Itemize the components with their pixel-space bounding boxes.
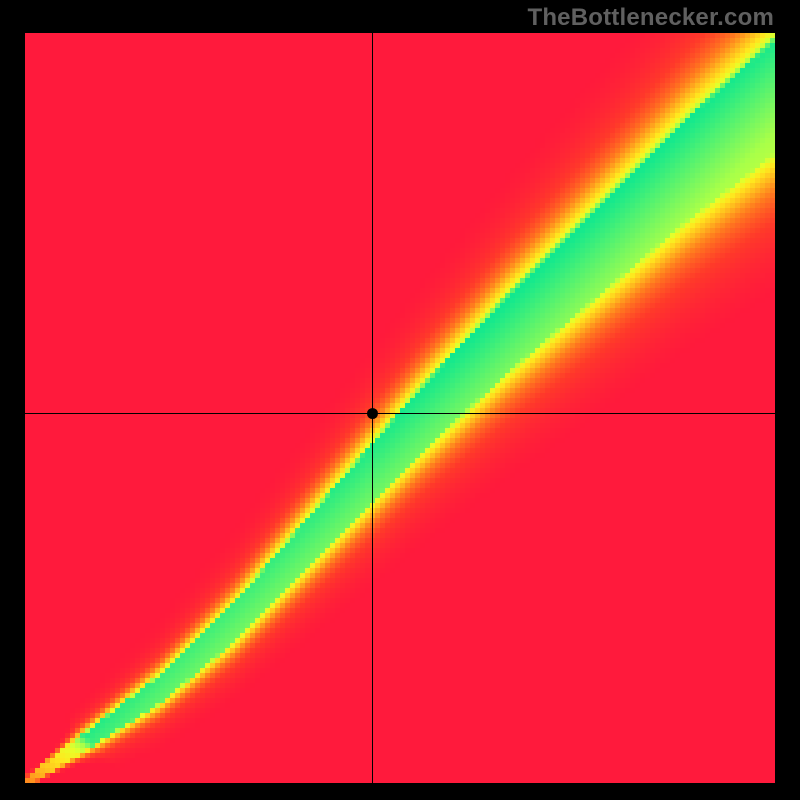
bottleneck-heatmap xyxy=(25,33,775,783)
watermark-text: TheBottlenecker.com xyxy=(527,4,774,32)
stage: TheBottlenecker.com xyxy=(0,0,800,800)
